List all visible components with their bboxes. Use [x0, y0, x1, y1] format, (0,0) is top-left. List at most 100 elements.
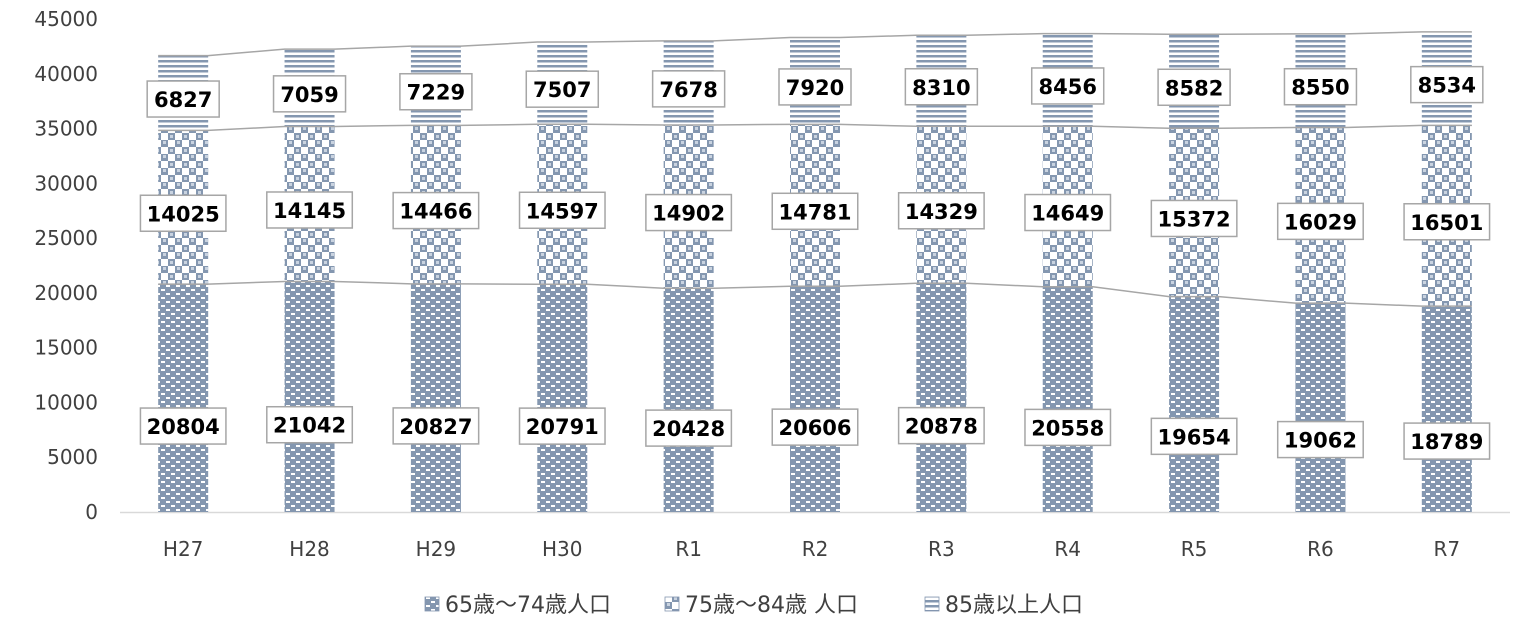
- data-label-text: 21042: [273, 414, 346, 438]
- data-label-box: [392, 191, 480, 230]
- data-label: 7229: [399, 72, 473, 111]
- data-label-text: 8582: [1165, 76, 1223, 100]
- y-tick-label: 40000: [34, 62, 98, 86]
- data-label-box: [904, 68, 979, 106]
- data-label: 7059: [272, 75, 347, 113]
- data-label-box: [392, 407, 480, 445]
- data-label-text: 7920: [786, 76, 844, 100]
- data-label: 7678: [651, 70, 726, 108]
- data-label-box: [778, 68, 852, 106]
- data-label-box: [1150, 417, 1238, 456]
- data-label: 14649: [1024, 193, 1112, 232]
- data-label-box: [1157, 68, 1231, 107]
- data-label-box: [266, 191, 354, 229]
- bar-segment: [410, 283, 461, 512]
- data-label-text: 18789: [1410, 430, 1483, 454]
- legend-item: 65歳～74歳人口: [424, 593, 611, 618]
- data-label-box: [1403, 422, 1491, 460]
- data-label-box: [272, 75, 347, 113]
- series-line: [158, 31, 1472, 57]
- data-label-text: 20804: [147, 415, 220, 439]
- y-tick-label: 20000: [34, 281, 98, 305]
- data-label: 14145: [266, 191, 354, 229]
- series-lines: [158, 31, 1472, 307]
- data-label-box: [897, 192, 985, 230]
- data-label: 20791: [518, 407, 606, 445]
- legend: 65歳～74歳人口 75歳～84歳 人口 85歳以上人口: [424, 593, 1083, 618]
- data-label: 16029: [1276, 202, 1364, 241]
- data-label: 15372: [1150, 199, 1238, 238]
- legend-label: 75歳～84歳 人口: [685, 593, 858, 618]
- data-label-box: [399, 72, 473, 111]
- data-label-box: [645, 409, 733, 447]
- data-label-box: [1030, 67, 1105, 105]
- data-label-box: [771, 408, 859, 446]
- data-label: 8534: [1410, 65, 1484, 104]
- data-label-text: 14466: [399, 200, 472, 224]
- y-tick-label: 15000: [34, 336, 98, 360]
- data-label: 20606: [771, 408, 859, 446]
- data-label: 20558: [1024, 408, 1112, 447]
- data-label-box: [1276, 202, 1364, 241]
- x-tick-label: R4: [1054, 537, 1081, 561]
- data-label-box: [139, 194, 227, 233]
- x-tick-label: H30: [542, 537, 583, 561]
- data-label-box: [771, 192, 859, 231]
- data-label-text: 14902: [652, 202, 725, 226]
- x-tick-label: R5: [1181, 537, 1208, 561]
- data-label-box: [1283, 67, 1358, 106]
- data-label-box: [266, 405, 354, 444]
- bar-segment: [1421, 306, 1472, 512]
- y-tick-label: 45000: [34, 7, 98, 31]
- x-tick-label: R7: [1434, 537, 1461, 561]
- y-tick-label: 30000: [34, 171, 98, 195]
- data-label-text: 15372: [1158, 207, 1231, 231]
- data-label-text: 20558: [1031, 416, 1104, 440]
- data-label-text: 20791: [526, 415, 599, 439]
- data-label: 14597: [518, 191, 606, 230]
- data-label-box: [518, 407, 606, 445]
- legend-swatch: [424, 596, 440, 612]
- x-tick-label: R3: [928, 537, 955, 561]
- bar-segment: [1169, 296, 1220, 512]
- data-label-text: 16029: [1284, 210, 1357, 234]
- y-tick-label: 5000: [47, 445, 98, 469]
- data-label-text: 6827: [154, 88, 212, 112]
- series-line: [158, 280, 1472, 307]
- data-label-text: 7507: [533, 78, 591, 102]
- data-label-box: [525, 70, 600, 108]
- data-label: 14902: [645, 193, 733, 232]
- legend-swatch: [924, 596, 940, 612]
- data-label-text: 8534: [1418, 74, 1476, 98]
- data-label-box: [1150, 199, 1238, 238]
- data-label-text: 20827: [399, 415, 472, 439]
- data-label-text: 8456: [1039, 75, 1097, 99]
- x-tick-label: H28: [289, 537, 330, 561]
- legend-label: 85歳以上人口: [945, 593, 1083, 618]
- data-label-text: 14649: [1031, 202, 1104, 226]
- bar-segment: [790, 286, 840, 512]
- legend-item: 85歳以上人口: [924, 593, 1083, 618]
- series-line: [158, 123, 1472, 132]
- data-label: 6827: [146, 80, 220, 118]
- data-label-text: 16501: [1410, 211, 1483, 235]
- data-label-box: [139, 407, 227, 445]
- bar-segment: [158, 284, 209, 512]
- data-label: 14781: [771, 192, 859, 231]
- data-label-text: 14025: [147, 202, 220, 226]
- bar-segment: [537, 284, 588, 512]
- bar-segment: [284, 281, 335, 512]
- y-tick-label: 0: [85, 500, 98, 524]
- y-tick-label: 35000: [34, 117, 98, 141]
- x-tick-label: R2: [802, 537, 829, 561]
- data-label: 8456: [1030, 67, 1105, 105]
- x-axis: H27 H28 H29 H30 R1 R2 R3 R4 R5 R6 R7: [120, 511, 1510, 561]
- bar-segment: [663, 288, 714, 512]
- data-label-text: 19062: [1284, 429, 1357, 453]
- legend-swatch: [664, 596, 680, 612]
- data-label-box: [1410, 65, 1484, 104]
- data-label-text: 14781: [778, 200, 851, 224]
- data-label-text: 8310: [912, 76, 970, 100]
- data-label: 8550: [1283, 67, 1358, 106]
